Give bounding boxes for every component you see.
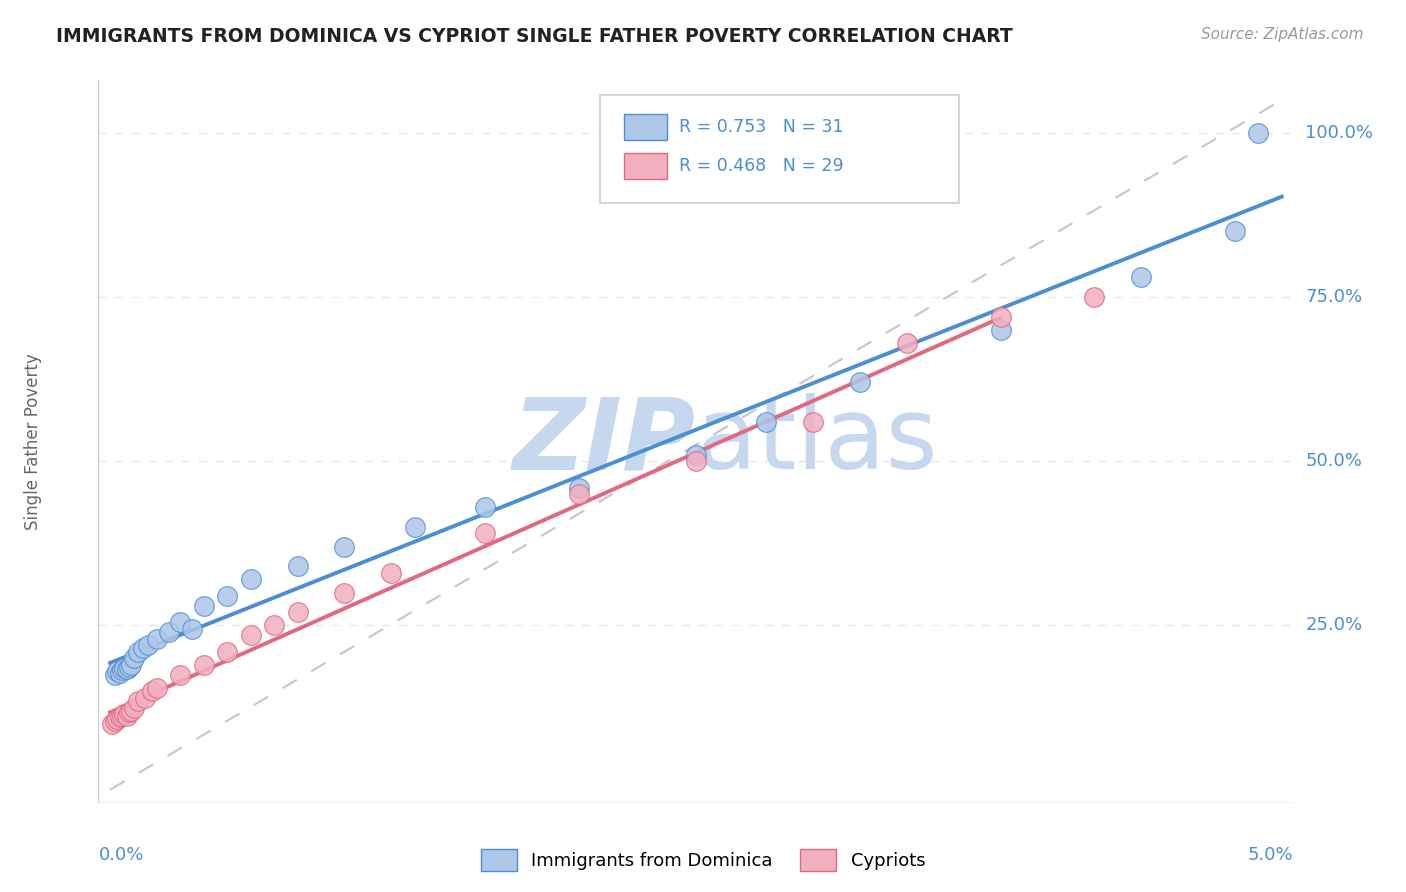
Text: ZIP: ZIP [513, 393, 696, 490]
Point [1083, 290, 1105, 304]
Point [685, 448, 707, 462]
Point [136, 638, 159, 652]
Point [896, 336, 918, 351]
Point [132, 641, 155, 656]
Point [239, 628, 262, 642]
Point [685, 454, 707, 468]
Text: atlas: atlas [696, 393, 938, 490]
Point [146, 632, 169, 646]
Point [115, 709, 138, 723]
Point [120, 657, 142, 672]
Text: 50.0%: 50.0% [1306, 452, 1362, 470]
Point [474, 526, 496, 541]
Point [157, 625, 180, 640]
Point [127, 694, 149, 708]
Point [239, 573, 262, 587]
Point [263, 618, 285, 632]
Text: 75.0%: 75.0% [1306, 288, 1362, 306]
Text: R = 0.753   N = 31: R = 0.753 N = 31 [679, 119, 844, 136]
Point [990, 310, 1012, 324]
FancyBboxPatch shape [624, 114, 668, 140]
Point [193, 599, 215, 613]
Point [120, 704, 142, 718]
Point [108, 710, 131, 724]
Point [1130, 270, 1153, 285]
Point [111, 663, 134, 677]
Point [169, 667, 191, 681]
Point [990, 323, 1012, 337]
FancyBboxPatch shape [600, 95, 959, 203]
Point [755, 415, 778, 429]
Point [104, 667, 127, 681]
Point [141, 684, 163, 698]
Point [287, 605, 309, 619]
Point [404, 520, 426, 534]
Legend: Immigrants from Dominica, Cypriots: Immigrants from Dominica, Cypriots [474, 842, 932, 879]
Point [115, 663, 138, 677]
Text: R = 0.468   N = 29: R = 0.468 N = 29 [679, 156, 844, 175]
Point [849, 376, 872, 390]
Point [333, 540, 356, 554]
Point [104, 714, 127, 728]
Point [217, 645, 239, 659]
Point [1223, 224, 1246, 238]
Text: 100.0%: 100.0% [1306, 124, 1374, 142]
Text: 0.0%: 0.0% [98, 847, 143, 864]
Point [112, 707, 135, 722]
Text: 5.0%: 5.0% [1249, 847, 1294, 864]
Point [112, 661, 135, 675]
Point [118, 705, 141, 719]
Point [127, 645, 149, 659]
Point [568, 487, 591, 501]
Text: 25.0%: 25.0% [1306, 616, 1362, 634]
Point [105, 712, 128, 726]
Point [181, 622, 204, 636]
Point [333, 585, 356, 599]
Point [101, 717, 124, 731]
Text: Source: ZipAtlas.com: Source: ZipAtlas.com [1201, 27, 1364, 42]
Point [193, 657, 215, 672]
FancyBboxPatch shape [624, 153, 668, 178]
Point [122, 651, 145, 665]
Point [146, 681, 169, 695]
Point [169, 615, 191, 630]
Text: IMMIGRANTS FROM DOMINICA VS CYPRIOT SINGLE FATHER POVERTY CORRELATION CHART: IMMIGRANTS FROM DOMINICA VS CYPRIOT SING… [56, 27, 1012, 45]
Point [134, 690, 156, 705]
Point [801, 415, 824, 429]
Point [111, 709, 134, 723]
Point [287, 559, 309, 574]
Point [380, 566, 402, 580]
Point [474, 500, 496, 515]
Point [217, 589, 239, 603]
Point [108, 665, 131, 680]
Point [118, 660, 141, 674]
Point [122, 700, 145, 714]
Point [105, 665, 128, 679]
Point [568, 481, 591, 495]
Point [1247, 126, 1270, 140]
Text: Single Father Poverty: Single Father Poverty [24, 353, 42, 530]
